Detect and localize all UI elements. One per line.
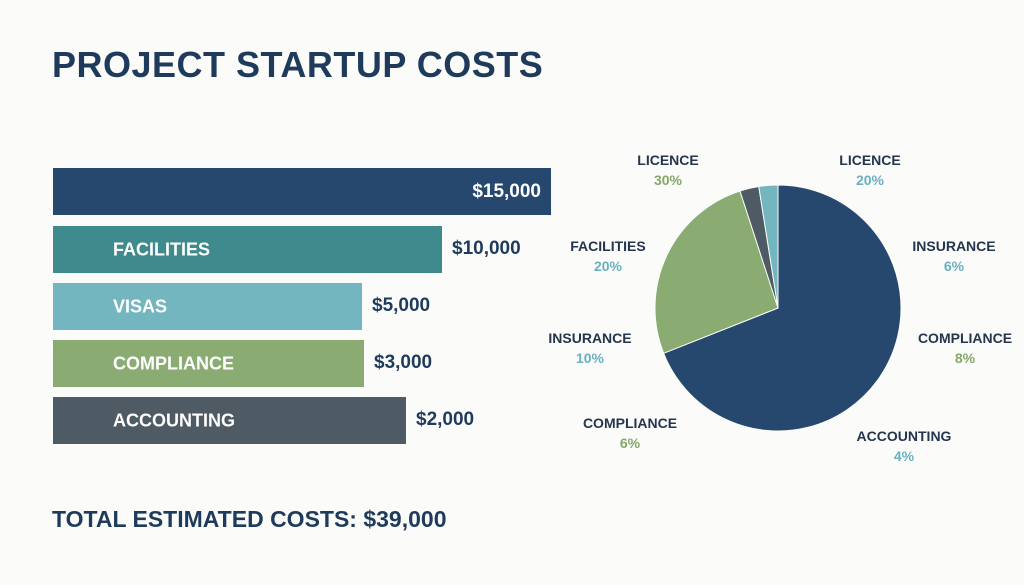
bar-value-label: $2,000	[416, 409, 475, 430]
pie-label-name: INSURANCE	[912, 238, 996, 254]
pie-label-percent: 20%	[855, 172, 885, 188]
pie-slice	[654, 190, 779, 354]
pie-label: FACILITIES 20%	[570, 236, 645, 276]
bar-category-label: ACCOUNTING	[113, 410, 235, 430]
bar-total: $15,000	[53, 168, 551, 215]
total-estimated-costs: TOTAL ESTIMATED COSTS: $39,000	[52, 506, 447, 532]
bar-value-label: $5,000	[372, 295, 431, 316]
pie-label: ACCOUNTING 4%	[857, 426, 952, 466]
pie-slice	[662, 184, 902, 432]
pie-slice	[758, 184, 779, 309]
chart-title: PROJECT STARTUP COSTS	[52, 44, 544, 85]
pie-label-name: ACCOUNTING	[856, 428, 952, 444]
bar-category-label: FACILITIES	[113, 239, 211, 259]
pie-label-percent: 30%	[653, 172, 683, 188]
pie-label-percent: 4%	[893, 448, 915, 464]
bar-chart: $15,000 FACILITIES $10,000 VISAS $5,000 COMPL…	[53, 168, 573, 448]
bar-category-label: VISAS	[113, 296, 168, 316]
pie-chart	[654, 184, 902, 432]
pie-label: INSURANCE 10%	[548, 328, 631, 368]
pie-label-name: LICENCE	[637, 152, 699, 168]
bar-value-label: $10,000	[452, 238, 521, 259]
bar-compliance: COMPLIANCE	[53, 340, 364, 387]
pie-label-percent: 6%	[619, 435, 641, 451]
bar-facilities: FACILITIES	[53, 226, 442, 273]
pie-label-name: FACILITIES	[570, 238, 646, 254]
pie-label-percent: 10%	[575, 350, 605, 366]
pie-chart-area: LICENCE 30% LICENCE 20% FACILITIES 20% INSURAN…	[530, 130, 1024, 480]
pie-label: COMPLIANCE 8%	[918, 328, 1012, 368]
pie-label: INSURANCE 6%	[912, 236, 995, 276]
bar-value-label: $3,000	[374, 352, 433, 373]
bar-value-label: $15,000	[472, 180, 541, 202]
pie-label-name: LICENCE	[839, 152, 901, 168]
bar-category-label: COMPLIANCE	[113, 353, 234, 373]
pie-label-name: INSURANCE	[548, 330, 632, 346]
pie-label: LICENCE 20%	[839, 150, 900, 190]
pie-label-percent: 20%	[593, 258, 623, 274]
pie-label-percent: 6%	[943, 258, 965, 274]
pie-label-percent: 8%	[954, 350, 976, 366]
bar-accounting: ACCOUNTING	[53, 397, 406, 444]
pie-label: COMPLIANCE 6%	[583, 413, 677, 453]
pie-label-name: COMPLIANCE	[582, 415, 678, 431]
bar-visas: VISAS	[53, 283, 362, 330]
pie-label: LICENCE 30%	[637, 150, 698, 190]
pie-label-name: COMPLIANCE	[917, 330, 1013, 346]
